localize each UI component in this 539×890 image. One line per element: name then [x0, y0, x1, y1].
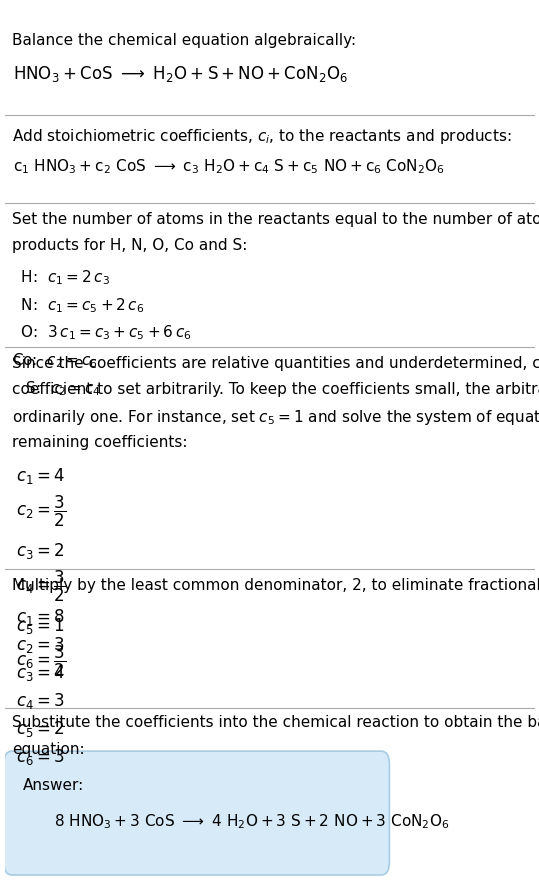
Text: $c_5 = 1$: $c_5 = 1$: [16, 616, 65, 636]
Text: $\mathrm{HNO_3 + CoS\ \longrightarrow\ H_2O + S + NO + CoN_2O_6}$: $\mathrm{HNO_3 + CoS\ \longrightarrow\ H…: [13, 64, 348, 84]
Text: O:  $3\,c_1 = c_3 + c_5 + 6\,c_6$: O: $3\,c_1 = c_3 + c_5 + 6\,c_6$: [16, 324, 191, 343]
Text: coefficient to set arbitrarily. To keep the coefficients small, the arbitrary va: coefficient to set arbitrarily. To keep …: [12, 382, 539, 397]
Text: $\mathrm{8\ HNO_3 + 3\ CoS\ \longrightarrow\ 4\ H_2O + 3\ S + 2\ NO + 3\ CoN_2O_: $\mathrm{8\ HNO_3 + 3\ CoS\ \longrightar…: [54, 813, 450, 831]
Text: Since the coefficients are relative quantities and underdetermined, choose a: Since the coefficients are relative quan…: [12, 356, 539, 371]
Text: Multiply by the least common denominator, 2, to eliminate fractional coefficient: Multiply by the least common denominator…: [12, 578, 539, 593]
Text: $c_4 = \dfrac{3}{2}$: $c_4 = \dfrac{3}{2}$: [16, 569, 66, 604]
FancyBboxPatch shape: [4, 751, 389, 875]
Text: $c_3 = 4$: $c_3 = 4$: [16, 663, 65, 683]
Text: remaining coefficients:: remaining coefficients:: [12, 434, 187, 449]
Text: $c_1 = 8$: $c_1 = 8$: [16, 607, 65, 627]
Text: Balance the chemical equation algebraically:: Balance the chemical equation algebraica…: [12, 33, 356, 48]
Text: Substitute the coefficients into the chemical reaction to obtain the balanced: Substitute the coefficients into the che…: [12, 716, 539, 731]
Text: $c_4 = 3$: $c_4 = 3$: [16, 691, 65, 711]
Text: $c_3 = 2$: $c_3 = 2$: [16, 541, 64, 561]
Text: $c_2 = 3$: $c_2 = 3$: [16, 635, 65, 655]
Text: $c_6 = \dfrac{3}{2}$: $c_6 = \dfrac{3}{2}$: [16, 643, 66, 679]
Text: equation:: equation:: [12, 741, 85, 756]
Text: N:  $c_1 = c_5 + 2\,c_6$: N: $c_1 = c_5 + 2\,c_6$: [16, 295, 144, 314]
Text: products for H, N, O, Co and S:: products for H, N, O, Co and S:: [12, 239, 247, 254]
Text: $\mathrm{c_1\ HNO_3 + c_2\ CoS\ \longrightarrow\ c_3\ H_2O + c_4\ S + c_5\ NO + : $\mathrm{c_1\ HNO_3 + c_2\ CoS\ \longrig…: [13, 158, 445, 176]
Text: $c_2 = \dfrac{3}{2}$: $c_2 = \dfrac{3}{2}$: [16, 494, 66, 529]
Text: ordinarily one. For instance, set $c_5 = 1$ and solve the system of equations fo: ordinarily one. For instance, set $c_5 =…: [12, 409, 539, 427]
Text: $c_1 = 4$: $c_1 = 4$: [16, 466, 65, 486]
Text: Co:  $c_2 = c_6$: Co: $c_2 = c_6$: [12, 352, 98, 370]
Text: Set the number of atoms in the reactants equal to the number of atoms in the: Set the number of atoms in the reactants…: [12, 212, 539, 227]
Text: S:  $c_2 = c_4$: S: $c_2 = c_4$: [16, 380, 101, 399]
Text: Add stoichiometric coefficients, $c_i$, to the reactants and products:: Add stoichiometric coefficients, $c_i$, …: [12, 126, 512, 146]
Text: H:  $c_1 = 2\,c_3$: H: $c_1 = 2\,c_3$: [16, 268, 110, 287]
Text: $c_6 = 3$: $c_6 = 3$: [16, 747, 65, 767]
Text: Answer:: Answer:: [23, 778, 85, 793]
Text: $c_5 = 2$: $c_5 = 2$: [16, 719, 64, 739]
